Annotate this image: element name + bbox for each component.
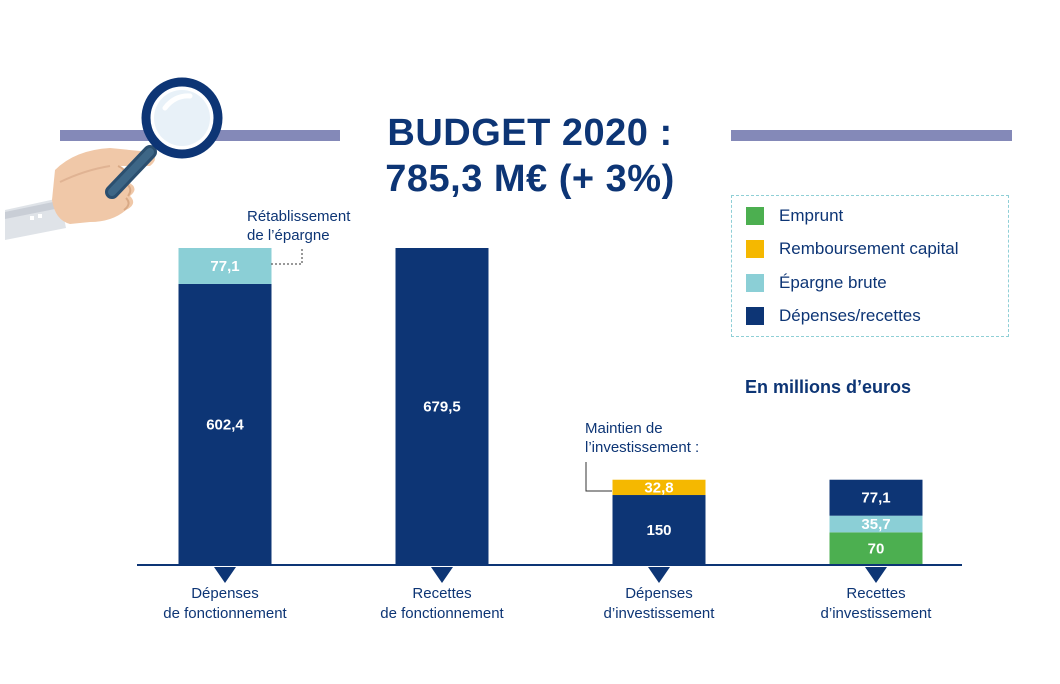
bar-segment-depenses-recettes — [829, 479, 923, 516]
legend-label-depenses-recettes: Dépenses/recettes — [779, 306, 921, 325]
category-marker — [431, 567, 453, 583]
magnifier-hand-illustration — [0, 70, 240, 255]
bar-value-label: 70 — [868, 541, 885, 558]
category-label-line1: Dépenses — [191, 585, 259, 602]
annotation-connector-investissement — [585, 462, 612, 492]
legend-swatch-remboursement-capital — [746, 240, 764, 258]
bar-value-label: 32,8 — [644, 479, 673, 496]
bar-value-label: 679,5 — [423, 399, 461, 416]
annotation-connector-epargne — [271, 248, 303, 265]
legend-item-remboursement-capital: Remboursement capital — [746, 238, 959, 260]
legend-label-emprunt: Emprunt — [779, 206, 844, 225]
legend-label-epargne-brute: Épargne brute — [779, 273, 887, 292]
bar-segment-emprunt — [829, 532, 923, 565]
category-label-depenses-investissement: Dépenses d’investissement — [559, 584, 759, 624]
bar-value-label: 602,4 — [206, 416, 244, 433]
category-label-line1: Dépenses — [625, 585, 693, 602]
category-marker — [648, 567, 670, 583]
annotation-investissement-line1: Maintien de — [585, 420, 663, 437]
bar-segment-depenses-recettes — [178, 283, 272, 565]
chart-legend: Emprunt Remboursement capital Épargne br… — [731, 195, 1009, 337]
chart-title-line1: BUDGET 2020 : — [387, 112, 673, 154]
category-label-line2: de fonctionnement — [163, 605, 287, 622]
annotation-epargne-line2: de l’épargne — [247, 227, 330, 244]
bar-segment-depenses-recettes — [612, 495, 706, 565]
bar-segment-epargne-brute — [829, 515, 923, 533]
category-label-line1: Recettes — [846, 585, 906, 602]
bar-value-label: 77,1 — [210, 258, 239, 275]
chart-title-line2: 785,3 M€ (+ 3%) — [385, 158, 675, 200]
annotation-epargne-line1: Rétablissement — [247, 208, 351, 225]
category-label-depenses-fonctionnement: Dépenses de fonctionnement — [125, 584, 325, 624]
legend-swatch-epargne-brute — [746, 274, 764, 292]
legend-label-remboursement-capital: Remboursement capital — [779, 239, 959, 258]
legend-item-emprunt: Emprunt — [746, 205, 843, 227]
category-label-recettes-investissement: Recettes d’investissement — [776, 584, 976, 624]
bar-segment-epargne-brute — [178, 248, 272, 284]
chart-title: BUDGET 2020 : 785,3 M€ (+ 3%) — [0, 110, 1060, 202]
category-marker — [214, 567, 236, 583]
bar-value-label: 150 — [646, 522, 671, 539]
category-label-line2: d’investissement — [820, 605, 932, 622]
bar-value-label: 35,7 — [861, 516, 890, 533]
bar-segment-depenses-recettes — [395, 248, 489, 565]
legend-item-epargne-brute: Épargne brute — [746, 272, 887, 294]
category-label-recettes-fonctionnement: Recettes de fonctionnement — [342, 584, 542, 624]
annotation-investissement-line2: l’investissement : — [585, 439, 700, 456]
category-label-line1: Recettes — [412, 585, 472, 602]
annotation-investissement: Maintien de l’investissement : — [585, 419, 699, 457]
unit-label: En millions d’euros — [745, 377, 912, 397]
category-label-line2: de fonctionnement — [380, 605, 504, 622]
bar-segment-remboursement-capital — [612, 479, 706, 496]
category-marker — [865, 567, 887, 583]
title-rule-right — [731, 130, 1012, 141]
bar-value-label: 77,1 — [861, 490, 890, 507]
legend-item-depenses-recettes: Dépenses/recettes — [746, 305, 921, 327]
annotation-epargne: Rétablissement de l’épargne — [247, 207, 350, 245]
category-label-line2: d’investissement — [603, 605, 715, 622]
legend-swatch-emprunt — [746, 207, 764, 225]
legend-swatch-depenses-recettes — [746, 307, 764, 325]
